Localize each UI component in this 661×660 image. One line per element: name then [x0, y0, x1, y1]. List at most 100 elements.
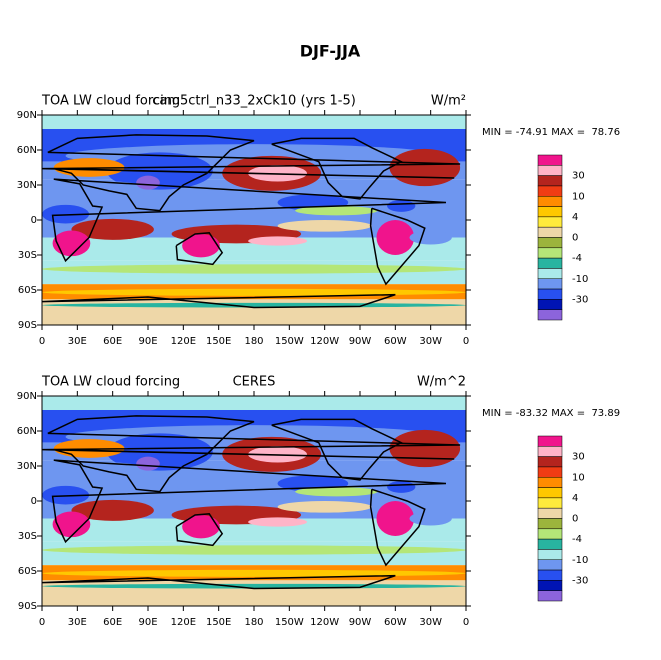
min-max: MIN = -83.32 MAX = 73.89 — [482, 408, 620, 419]
lon-label: 180 — [244, 617, 263, 628]
coastline — [42, 574, 396, 590]
lat-label: 30S — [18, 531, 37, 542]
colorbar-box — [537, 206, 563, 218]
center-title: cam5ctrl_n33_2xCk10 (yrs 1-5) — [152, 94, 356, 109]
lon-label: 30W — [419, 336, 442, 347]
coastline — [175, 232, 224, 266]
colorbar-label: 10 — [572, 191, 585, 202]
lat-label: 30N — [17, 461, 37, 472]
coastline — [51, 178, 447, 263]
colorbar-label: 4 — [572, 493, 578, 504]
colorbar-label: -10 — [572, 555, 588, 566]
contour-blob — [295, 206, 378, 216]
contour-blob — [71, 218, 154, 240]
coastline — [42, 134, 461, 212]
colorbar-label: 30 — [572, 452, 585, 463]
colorbar-box — [537, 456, 563, 468]
contour-blob — [42, 288, 466, 296]
lat-label: 90N — [17, 391, 37, 402]
colorbar-label: 0 — [572, 233, 578, 244]
colorbar-label: -4 — [572, 253, 582, 264]
center-title: CERES — [233, 375, 276, 390]
contour-blob — [182, 515, 220, 539]
colorbar-box — [537, 590, 563, 602]
map — [42, 115, 466, 325]
contour-blob — [248, 517, 307, 527]
lon-label: 0 — [39, 617, 45, 628]
lon-label: 0 — [463, 336, 469, 347]
lon-label: 150W — [275, 617, 304, 628]
contour-blob — [177, 477, 284, 497]
lon-label: 30W — [419, 617, 442, 628]
lat-label: 0 — [31, 496, 37, 507]
lon-label: 90E — [138, 617, 157, 628]
colorbar-box — [537, 175, 563, 187]
units: W/m^2 — [417, 375, 466, 390]
colorbar-box — [537, 216, 563, 228]
colorbar-box — [537, 446, 563, 457]
colorbar-label: -30 — [572, 294, 588, 305]
lat-label: 90S — [18, 601, 37, 612]
lon-label: 60W — [384, 617, 407, 628]
contour-blob — [376, 501, 415, 536]
colorbar-box — [537, 226, 563, 238]
contour-blob — [52, 511, 91, 538]
figure-title: DJF-JJA — [300, 42, 361, 61]
contour-blob — [42, 545, 466, 555]
lon-label: 120E — [171, 336, 196, 347]
contour-blob — [295, 487, 378, 497]
colorbar-box — [537, 497, 563, 509]
coastline — [42, 293, 396, 309]
lat-label: 30N — [17, 180, 37, 191]
contour-blob — [409, 230, 452, 245]
colorbar-label: 30 — [572, 171, 585, 182]
colorbar-box — [537, 154, 563, 166]
colorbar-box — [537, 507, 563, 519]
colorbar-box — [537, 569, 563, 581]
colorbar-label: -10 — [572, 274, 588, 285]
colorbar-box — [537, 518, 563, 530]
map-fill — [42, 115, 466, 325]
map — [42, 396, 466, 606]
coastline — [42, 415, 461, 493]
lon-label: 90W — [349, 617, 372, 628]
colorbar-box — [537, 580, 563, 591]
coastline — [271, 418, 403, 481]
colorbar-box — [537, 466, 563, 478]
contour-blob — [136, 456, 160, 471]
lon-label: 60E — [103, 617, 122, 628]
contour-blob — [277, 501, 372, 513]
coastline — [369, 488, 426, 567]
contour-blob — [376, 220, 415, 255]
lon-label: 120E — [171, 617, 196, 628]
contour-blob — [42, 264, 466, 274]
lat-band — [42, 237, 466, 261]
lat-label: 90N — [17, 110, 37, 121]
colorbar-box — [537, 477, 563, 488]
lat-label: 30S — [18, 250, 37, 261]
lon-label: 0 — [463, 617, 469, 628]
contour-blob — [42, 569, 466, 577]
map-fill — [42, 396, 466, 606]
colorbar-box — [537, 165, 563, 176]
colorbar-box — [537, 247, 563, 259]
coastline — [369, 207, 426, 286]
colorbar-box — [537, 538, 563, 550]
contour-blob — [389, 429, 461, 468]
contour-blob — [277, 220, 372, 232]
colorbar-box — [537, 257, 563, 269]
contour-blob — [389, 148, 461, 187]
contour-blob — [71, 499, 154, 521]
lon-label: 60W — [384, 336, 407, 347]
colorbar-box — [537, 278, 563, 290]
lat-band — [42, 518, 466, 542]
lat-label: 0 — [31, 215, 37, 226]
lon-label: 180 — [244, 336, 263, 347]
colorbar-label: -30 — [572, 575, 588, 586]
colorbar-box — [537, 237, 563, 249]
colorbar-box — [537, 309, 563, 321]
contour-blob — [177, 196, 284, 216]
colorbar-box — [537, 196, 563, 207]
colorbar-box — [537, 268, 563, 279]
